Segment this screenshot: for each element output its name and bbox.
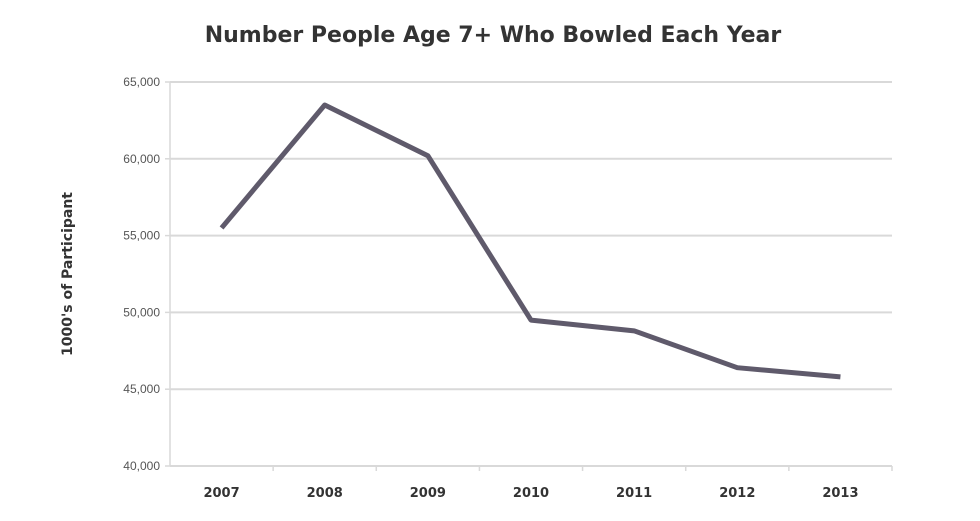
y-axis-label: 1000's of Participant [60,192,76,356]
data-line [219,102,841,380]
y-tick-label: 50,000 [123,305,160,319]
x-tick-label: 2012 [719,486,755,501]
x-tick-label: 2013 [822,486,858,501]
x-tick-label: 2011 [616,486,652,501]
y-tick-label: 40,000 [123,459,160,473]
chart-title: Number People Age 7+ Who Bowled Each Yea… [205,23,782,48]
y-tick-label: 55,000 [123,229,160,243]
x-tick-label: 2008 [307,486,343,501]
x-tick-label: 2010 [513,486,549,501]
x-tick-label: 2009 [410,486,446,501]
y-tick-label: 60,000 [123,152,160,166]
y-tick-label: 65,000 [123,75,160,89]
x-tick-label: 2007 [203,486,239,501]
y-tick-label: 45,000 [123,382,160,396]
